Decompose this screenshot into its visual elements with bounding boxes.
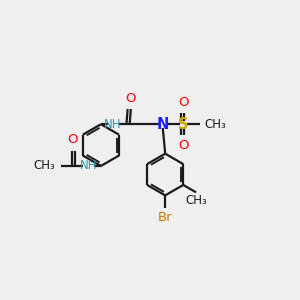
- Text: NH: NH: [80, 159, 98, 172]
- Text: N: N: [157, 117, 169, 132]
- Text: O: O: [126, 92, 136, 105]
- Text: CH₃: CH₃: [185, 194, 207, 207]
- Text: S: S: [178, 117, 189, 132]
- Text: CH₃: CH₃: [205, 118, 226, 131]
- Text: O: O: [178, 96, 189, 109]
- Text: CH₃: CH₃: [33, 159, 55, 172]
- Text: NH: NH: [104, 118, 122, 131]
- Text: Br: Br: [158, 211, 172, 224]
- Text: O: O: [178, 140, 189, 152]
- Text: O: O: [67, 133, 77, 146]
